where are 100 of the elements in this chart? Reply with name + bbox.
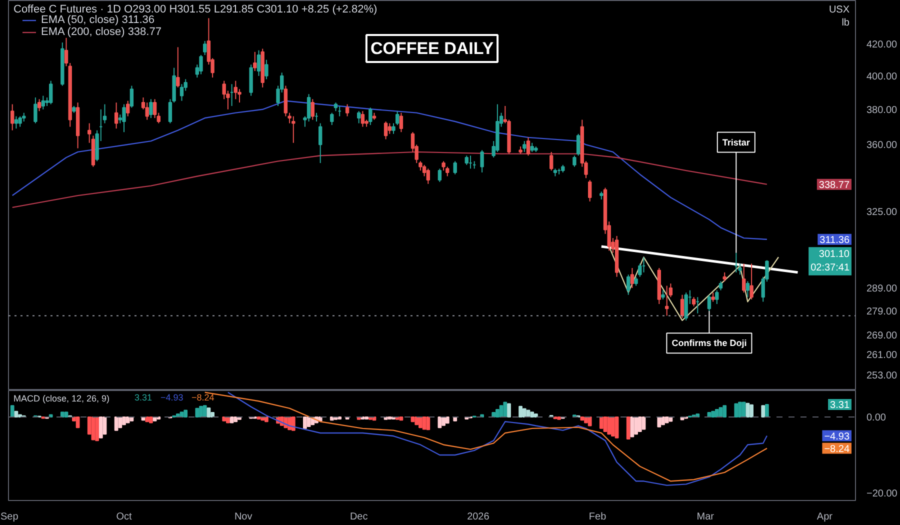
- bar: [607, 416, 612, 435]
- bar: [98, 416, 103, 438]
- legend-label: EMA (50, close) 311.36: [41, 14, 155, 26]
- annotation: −8.24: [824, 444, 850, 455]
- candlestick: [680, 294, 684, 319]
- candlestick: [453, 160, 457, 175]
- candlestick: [256, 50, 261, 76]
- bar: [534, 414, 538, 418]
- x-tick-label: Sep: [0, 512, 19, 522]
- bar: [530, 412, 534, 418]
- candlestick: [442, 160, 446, 172]
- bar: [664, 416, 669, 424]
- y-tick-label: 420.00: [866, 40, 898, 51]
- x-tick-label: Apr: [816, 512, 834, 522]
- bar: [149, 416, 153, 424]
- x-tick-label: Feb: [588, 512, 607, 522]
- text: −4.93: [160, 392, 184, 402]
- candlestick: [360, 110, 365, 128]
- bar: [442, 416, 446, 426]
- y-axis-title: USX lb: [828, 4, 850, 29]
- candlestick: [130, 85, 134, 108]
- bar: [64, 412, 68, 418]
- y-tick-label: 360.00: [866, 140, 898, 152]
- bar: [588, 416, 592, 426]
- x-tick-label: Dec: [350, 512, 368, 522]
- text: COFFEE DAILY: [370, 39, 494, 58]
- candlestick: [464, 155, 468, 166]
- candlestick: [746, 280, 750, 298]
- bar: [599, 416, 604, 429]
- bar: [14, 410, 18, 418]
- bar: [657, 416, 662, 428]
- bar: [734, 403, 738, 418]
- annotation: Confirms the Doji: [672, 338, 747, 348]
- bar: [626, 416, 630, 440]
- candlestick: [318, 122, 322, 164]
- candlestick: [711, 292, 715, 302]
- candlestick: [10, 104, 14, 131]
- chart-subtitle: Coffee C Futures · 1D O293.00 H301.55 L291.85 C301.10 +8.25 (+2.82%): [14, 4, 378, 16]
- x-tick-label: 2026: [467, 512, 490, 522]
- legend-label: EMA (200, close) 338.77: [41, 26, 162, 38]
- annotation: 301.10 02:37:41: [810, 249, 850, 274]
- bar: [518, 406, 522, 418]
- y-tick-label: 380.00: [866, 104, 898, 116]
- bar: [122, 416, 126, 426]
- candlestick: [149, 98, 153, 119]
- candlestick: [692, 296, 696, 307]
- bar: [410, 416, 415, 422]
- bar: [765, 404, 769, 418]
- y-tick-label: 325.00: [866, 206, 898, 218]
- candlestick: [718, 280, 723, 291]
- candlestick: [526, 136, 530, 156]
- x-tick-label: Oct: [116, 512, 132, 522]
- annotation: 338.77: [818, 180, 850, 191]
- bar: [264, 416, 268, 422]
- bar: [746, 402, 750, 418]
- y-tick-label: 289.00: [866, 284, 898, 295]
- candlestick: [310, 98, 314, 120]
- bar: [184, 410, 188, 418]
- y-tick-label: 0.00: [866, 412, 886, 424]
- candlestick: [626, 274, 630, 296]
- candlestick: [638, 263, 642, 278]
- bar: [126, 416, 130, 424]
- candlestick: [345, 104, 350, 117]
- bar: [638, 416, 642, 432]
- bar: [195, 408, 200, 418]
- bar: [414, 416, 419, 426]
- candlestick: [357, 110, 361, 124]
- candlestick: [114, 102, 118, 130]
- candlestick: [426, 168, 430, 184]
- y-tick-label: 253.00: [866, 370, 898, 382]
- bar: [557, 416, 561, 420]
- y-tick-label: −20.00: [866, 488, 898, 500]
- bar: [630, 416, 634, 438]
- candlestick: [522, 140, 526, 152]
- annotation: Tristar: [722, 137, 750, 148]
- candlestick: [388, 122, 392, 134]
- candlestick: [392, 122, 396, 134]
- y-tick-label: 279.00: [866, 306, 898, 318]
- bar: [761, 405, 766, 418]
- annotation: 3.31: [830, 400, 850, 411]
- candlestick: [742, 263, 746, 294]
- bar: [722, 405, 727, 418]
- candlestick: [588, 180, 592, 202]
- bar: [634, 416, 638, 435]
- y-tick-label: 269.00: [866, 330, 898, 342]
- candlestick: [199, 54, 203, 75]
- bar: [492, 412, 496, 418]
- bar: [291, 416, 296, 431]
- bar: [422, 416, 426, 430]
- candlestick: [661, 290, 665, 300]
- bar: [603, 416, 608, 432]
- candlestick: [122, 104, 126, 133]
- bar: [330, 416, 334, 421]
- candlestick: [715, 290, 719, 305]
- bar: [418, 416, 422, 428]
- candlestick: [264, 59, 268, 80]
- bar: [60, 412, 64, 418]
- bar: [496, 408, 500, 418]
- candlestick: [41, 95, 45, 110]
- bar: [742, 402, 746, 418]
